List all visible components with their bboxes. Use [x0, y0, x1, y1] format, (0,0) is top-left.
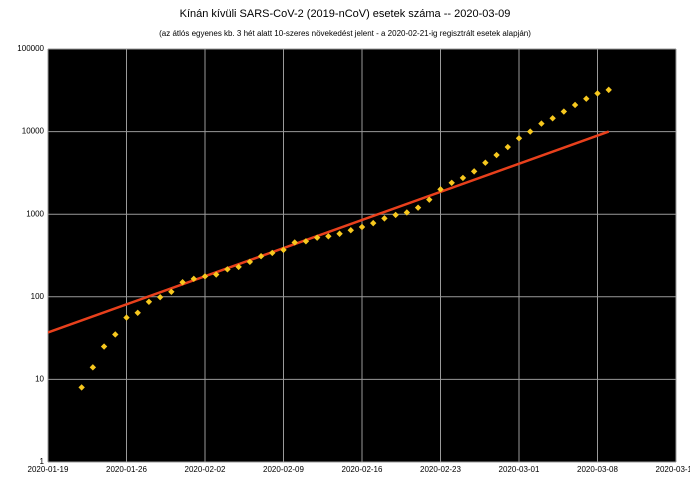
point	[89, 364, 97, 371]
point	[538, 120, 545, 127]
point	[571, 101, 579, 109]
point	[381, 215, 388, 222]
chart-title: Kínán kívüli SARS-CoV-2 (2019-nCoV) eset…	[180, 8, 511, 20]
point	[414, 204, 422, 211]
x-tick-label: 2020-03-08	[577, 465, 618, 474]
y-tick-label: 100	[31, 292, 45, 301]
point	[347, 227, 354, 234]
trend-line	[48, 130, 610, 334]
point	[403, 209, 411, 216]
point	[392, 211, 399, 219]
point	[156, 293, 164, 301]
point	[470, 168, 478, 175]
point	[78, 384, 85, 391]
x-tick-label: 2020-02-09	[263, 465, 304, 474]
point	[605, 86, 612, 94]
x-tick-label: 2020-02-23	[420, 465, 461, 474]
y-tick-label: 1	[40, 457, 45, 466]
point	[269, 249, 276, 257]
point	[482, 159, 489, 166]
point	[313, 234, 321, 241]
y-tick-label: 1000	[26, 209, 44, 218]
point	[123, 314, 130, 321]
point	[179, 279, 186, 286]
point	[100, 343, 108, 350]
point	[145, 298, 153, 305]
point	[448, 179, 455, 186]
x-tick-label: 2020-02-16	[342, 465, 383, 474]
point	[235, 263, 242, 271]
y-tick-label: 10	[35, 375, 44, 384]
point	[358, 223, 366, 231]
point	[168, 288, 175, 295]
point	[246, 258, 254, 266]
point	[459, 174, 467, 182]
point	[201, 273, 209, 280]
point	[370, 219, 377, 227]
point	[549, 115, 556, 122]
y-tick-label: 10000	[22, 127, 45, 136]
point	[504, 143, 511, 151]
point	[560, 108, 568, 115]
x-tick-label: 2020-03-01	[499, 465, 540, 474]
point	[280, 246, 287, 254]
point	[224, 266, 231, 273]
x-tick-label: 2020-03-15	[656, 465, 690, 474]
x-tick-label: 2020-01-26	[106, 465, 147, 474]
chart-subtitle: (az átlós egyenes kb. 3 hét alatt 10-sze…	[159, 29, 531, 38]
point	[594, 90, 601, 97]
point	[515, 135, 523, 142]
point	[437, 186, 444, 193]
point	[134, 309, 141, 317]
point	[527, 128, 534, 135]
point	[257, 253, 265, 260]
point	[112, 331, 119, 338]
point	[583, 95, 590, 102]
point	[493, 151, 500, 159]
x-tick-label: 2020-02-02	[185, 465, 226, 474]
point	[302, 238, 310, 245]
point	[190, 275, 197, 283]
x-tick-label: 2020-01-19	[28, 465, 69, 474]
point	[213, 271, 220, 278]
point	[291, 239, 298, 246]
point	[336, 230, 343, 237]
point	[426, 196, 433, 203]
point	[325, 233, 332, 240]
y-tick-label: 100000	[17, 44, 44, 53]
